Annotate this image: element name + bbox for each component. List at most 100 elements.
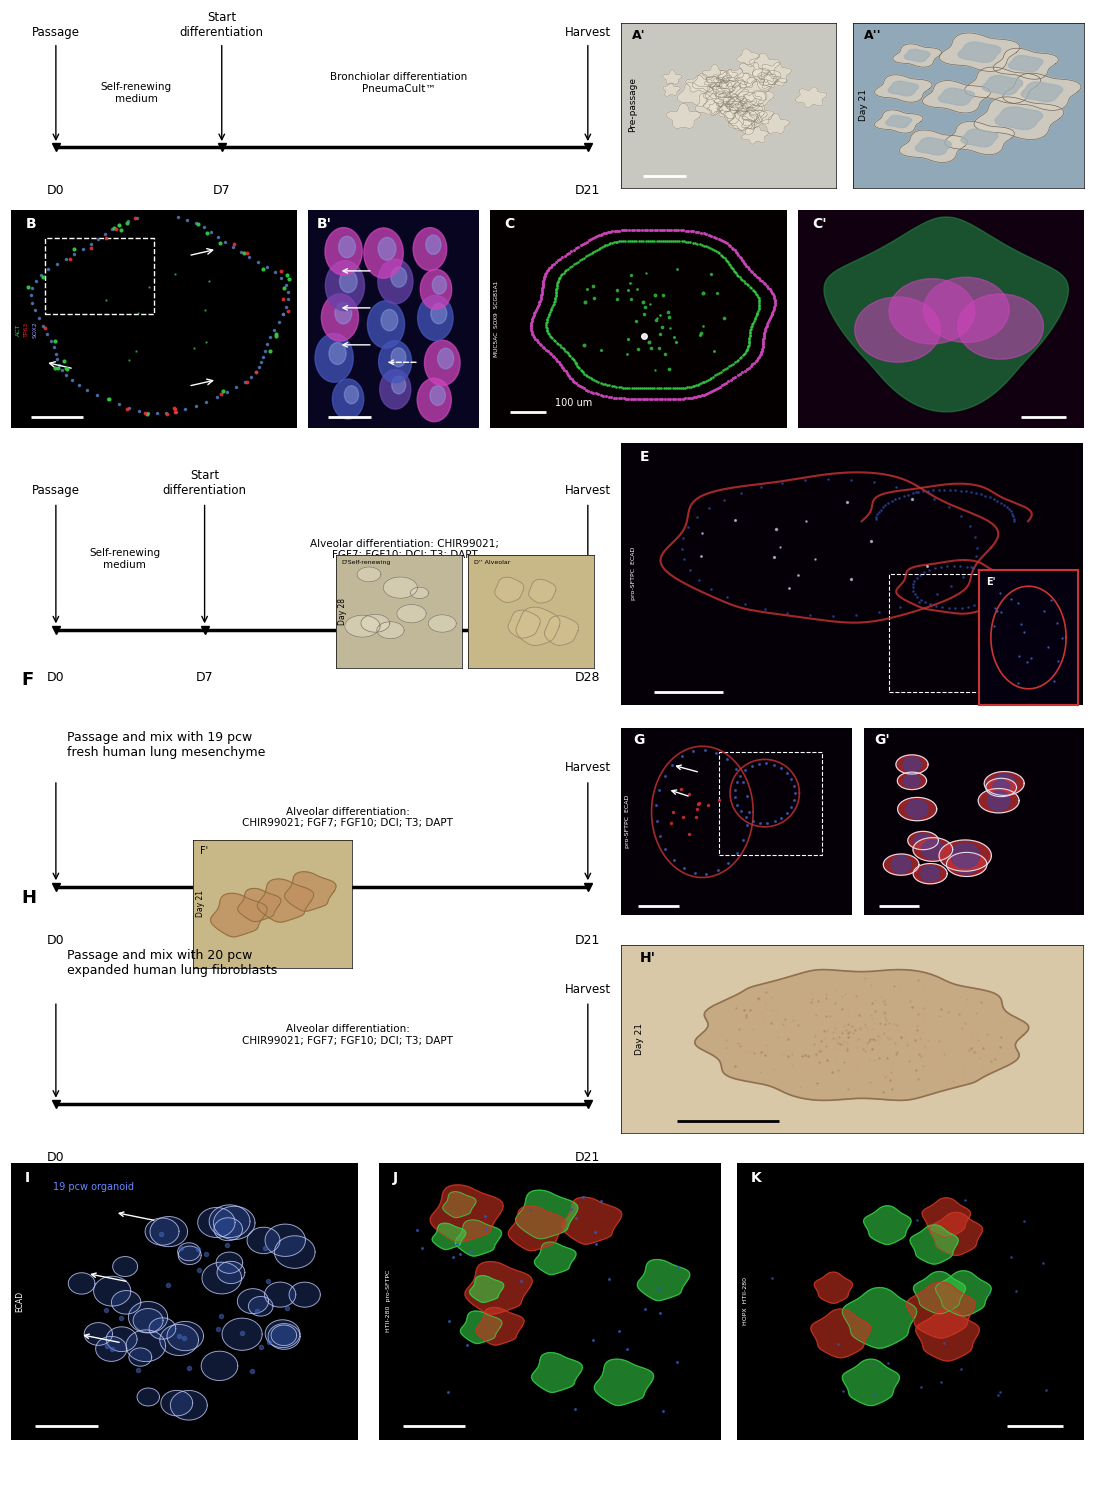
Text: A'': A'' bbox=[865, 28, 882, 42]
Polygon shape bbox=[428, 615, 456, 632]
Polygon shape bbox=[443, 1191, 476, 1218]
Text: D0: D0 bbox=[47, 933, 65, 946]
Polygon shape bbox=[68, 1274, 95, 1294]
Text: Harvest: Harvest bbox=[564, 762, 611, 774]
Polygon shape bbox=[1003, 74, 1081, 111]
Polygon shape bbox=[217, 1262, 245, 1284]
Polygon shape bbox=[107, 1328, 138, 1352]
Polygon shape bbox=[727, 99, 742, 111]
Circle shape bbox=[324, 228, 362, 274]
Polygon shape bbox=[774, 76, 786, 86]
Polygon shape bbox=[843, 1287, 917, 1348]
Circle shape bbox=[903, 758, 921, 772]
Circle shape bbox=[921, 865, 939, 882]
Polygon shape bbox=[996, 106, 1043, 129]
Polygon shape bbox=[752, 90, 774, 106]
Text: Day 21: Day 21 bbox=[636, 1023, 645, 1054]
Polygon shape bbox=[275, 1236, 315, 1269]
Polygon shape bbox=[544, 615, 579, 645]
Polygon shape bbox=[667, 104, 701, 129]
Polygon shape bbox=[470, 1275, 504, 1302]
Polygon shape bbox=[637, 1260, 690, 1300]
Polygon shape bbox=[864, 1206, 911, 1245]
Polygon shape bbox=[735, 111, 760, 126]
Circle shape bbox=[988, 790, 1010, 810]
Polygon shape bbox=[916, 1310, 979, 1360]
Polygon shape bbox=[712, 81, 735, 98]
Polygon shape bbox=[895, 754, 928, 774]
Text: Passage: Passage bbox=[32, 26, 80, 39]
Polygon shape bbox=[397, 604, 426, 622]
Circle shape bbox=[904, 774, 920, 788]
Polygon shape bbox=[740, 93, 761, 106]
Circle shape bbox=[367, 300, 405, 348]
Polygon shape bbox=[562, 1197, 622, 1245]
Polygon shape bbox=[735, 100, 751, 112]
Polygon shape bbox=[508, 610, 540, 638]
Polygon shape bbox=[716, 72, 732, 84]
Text: K: K bbox=[751, 1172, 761, 1185]
Text: Self-renewing
medium: Self-renewing medium bbox=[100, 82, 172, 104]
Polygon shape bbox=[715, 86, 730, 98]
Polygon shape bbox=[738, 102, 763, 122]
Polygon shape bbox=[289, 1282, 320, 1306]
Text: HTII-280  pro-SFTPC: HTII-280 pro-SFTPC bbox=[385, 1270, 390, 1332]
Circle shape bbox=[431, 303, 447, 324]
Text: D21: D21 bbox=[575, 933, 601, 946]
Polygon shape bbox=[936, 1270, 991, 1316]
Text: I: I bbox=[25, 1172, 30, 1185]
Polygon shape bbox=[695, 93, 724, 116]
Circle shape bbox=[392, 376, 406, 394]
Polygon shape bbox=[129, 1348, 152, 1366]
Polygon shape bbox=[170, 1390, 207, 1420]
Polygon shape bbox=[678, 82, 714, 106]
Circle shape bbox=[914, 834, 932, 848]
Polygon shape bbox=[723, 78, 738, 88]
Polygon shape bbox=[910, 1226, 958, 1264]
Bar bbox=[45, 238, 154, 315]
Polygon shape bbox=[257, 879, 314, 922]
Text: MUC5AC  SOX9  SCGB1A1: MUC5AC SOX9 SCGB1A1 bbox=[494, 280, 499, 357]
Polygon shape bbox=[210, 894, 267, 938]
Text: F: F bbox=[22, 672, 34, 690]
Polygon shape bbox=[908, 831, 938, 849]
Polygon shape bbox=[455, 1220, 502, 1256]
Polygon shape bbox=[461, 1311, 502, 1344]
Polygon shape bbox=[726, 94, 747, 111]
Circle shape bbox=[430, 386, 446, 405]
Polygon shape bbox=[516, 1190, 578, 1239]
Circle shape bbox=[336, 303, 352, 324]
Circle shape bbox=[344, 386, 359, 404]
Circle shape bbox=[432, 276, 447, 294]
Polygon shape bbox=[752, 69, 781, 90]
Text: A': A' bbox=[632, 28, 646, 42]
Polygon shape bbox=[958, 42, 1001, 63]
Polygon shape bbox=[209, 1204, 250, 1237]
Polygon shape bbox=[913, 837, 953, 861]
Polygon shape bbox=[711, 76, 736, 93]
Polygon shape bbox=[112, 1257, 138, 1276]
Polygon shape bbox=[922, 1198, 970, 1237]
Polygon shape bbox=[893, 44, 942, 68]
Circle shape bbox=[891, 856, 911, 873]
Polygon shape bbox=[150, 1318, 176, 1340]
Polygon shape bbox=[476, 1308, 525, 1346]
Circle shape bbox=[855, 297, 940, 363]
Text: Alveolar differentiation:
CHIR99021; FGF7; FGF10; DCI; T3; DAPT: Alveolar differentiation: CHIR99021; FGF… bbox=[242, 1024, 453, 1045]
Text: D0: D0 bbox=[47, 672, 65, 684]
Polygon shape bbox=[758, 63, 792, 86]
Polygon shape bbox=[741, 104, 774, 128]
Polygon shape bbox=[714, 93, 733, 106]
Text: Self-renewing
medium: Self-renewing medium bbox=[89, 548, 161, 570]
Polygon shape bbox=[695, 969, 1028, 1101]
Text: Harvest: Harvest bbox=[564, 982, 611, 996]
Circle shape bbox=[417, 378, 451, 422]
Polygon shape bbox=[201, 1352, 238, 1380]
Polygon shape bbox=[978, 789, 1019, 813]
Circle shape bbox=[326, 261, 364, 310]
Polygon shape bbox=[692, 74, 719, 92]
Polygon shape bbox=[222, 1318, 262, 1350]
Polygon shape bbox=[358, 567, 381, 582]
Circle shape bbox=[381, 309, 398, 332]
Text: Pre-passage: Pre-passage bbox=[628, 78, 637, 132]
